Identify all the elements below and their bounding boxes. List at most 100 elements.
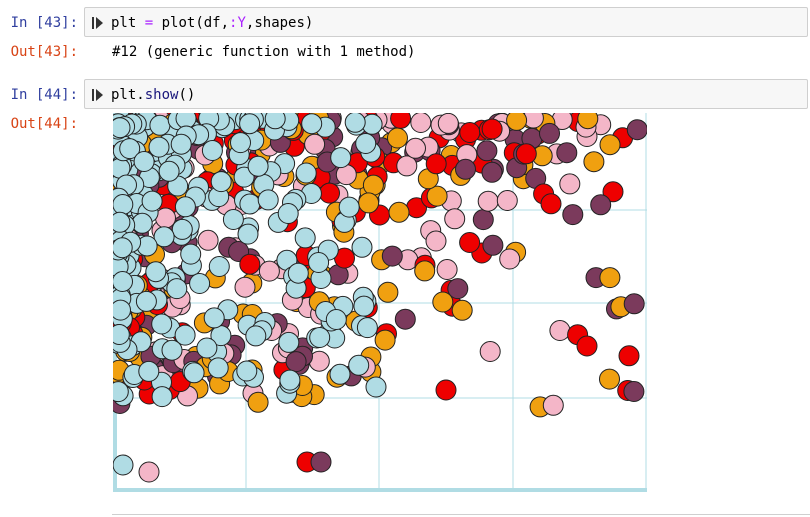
scatter-point [183,362,205,384]
scatter-point [196,337,218,359]
scatter-point [230,132,251,154]
scatter-point [138,360,160,382]
scatter-point [590,194,612,216]
scatter-point [279,369,301,391]
scatter-point [113,271,133,292]
input-prompt-43: In [43]: [10,15,78,31]
scatter-point [113,194,134,215]
scatter-point [576,335,598,357]
scatter-point [189,273,211,294]
code-args: () [178,87,196,103]
scatter-point [388,201,410,223]
scatter-point [113,117,131,139]
code-fn: plot [161,15,196,31]
scatter-point [451,299,473,321]
scatter-point [396,155,418,177]
scatter-point [113,381,129,403]
scatter-point [277,203,299,224]
scatter-point [515,143,537,165]
scatter-point [113,324,130,345]
scatter-plot-canvas [113,113,647,492]
scatter-point [210,171,232,193]
scatter-point [236,360,258,382]
scatter-point [239,193,261,215]
scatter-point [113,454,134,476]
scatter-point [113,211,131,233]
run-cell-icon[interactable] [91,15,105,31]
scatter-point [556,142,578,164]
scatter-point [425,230,447,252]
scatter-point [472,209,494,231]
scatter-point [387,127,408,149]
scatter-point [577,113,599,130]
scatter-point [309,327,331,348]
scatter-point [135,290,157,312]
scatter-point [583,151,605,173]
scatter-point [623,293,645,315]
scatter-point [394,308,416,330]
code-obj: plt. [111,87,145,103]
scatter-point [482,234,504,256]
scatter-point [161,339,183,361]
scatter-point [447,278,469,300]
input-prompt-44: In [44]: [10,87,78,103]
scatter-point [141,190,163,212]
scatter-point [247,155,269,177]
output-text-43: #12 (generic function with 1 method) [112,44,416,60]
scatter-point [166,278,188,300]
code-cell-43[interactable]: plt = plot(df,:Y,shapes) [84,7,808,37]
scatter-point [308,252,330,273]
scatter-point [435,379,457,401]
scatter-point [319,182,340,204]
scatter-point [506,113,528,131]
scatter-point [294,227,316,249]
scatter-point [203,307,225,329]
scatter-point [330,147,352,169]
scatter-point [626,119,647,141]
scatter-point [562,204,584,226]
scatter-point [425,153,447,175]
scatter-point [405,137,426,159]
output-prompt-44: Out[44]: [10,116,78,132]
scatter-point [148,136,170,158]
scatter-point [264,113,286,130]
scatter-point [559,173,581,195]
scatter-point [374,329,396,351]
scatter-point [365,376,387,398]
code-text-44[interactable]: plt.show() [111,86,195,104]
scatter-point [329,363,351,385]
scatter-point [355,133,377,154]
run-cell-icon[interactable] [91,87,105,103]
code-cell-44[interactable]: plt.show() [84,79,808,109]
scatter-point [542,394,564,416]
code-text-43[interactable]: plt = plot(df,:Y,shapes) [111,14,313,32]
scatter-point [174,196,196,218]
scatter-point [258,260,280,282]
scatter-point [602,181,624,203]
code-sym: :Y [229,15,246,31]
scatter-point [151,386,173,408]
scatter-point [239,113,261,135]
scatter-point [459,232,481,253]
scatter-point [180,243,202,265]
scatter-point [138,461,160,483]
scatter-point [479,341,501,362]
scatter-point [623,381,645,402]
scatter-point [599,134,621,156]
scatter-point [338,196,360,218]
scatter-point [356,317,378,339]
scatter-point [325,309,347,330]
scatter-point [599,368,620,390]
scatter-point [174,324,196,346]
scatter-point [444,208,466,230]
scatter-point [348,354,370,376]
scatter-point [304,133,326,155]
scatter-point [233,166,255,188]
scatter-point [390,113,412,129]
scatter-point [149,114,171,136]
scatter-point [237,223,259,245]
scatter-point [496,190,518,211]
scatter-point [499,248,521,270]
scatter-point [287,262,309,284]
scatter-point [119,138,141,160]
